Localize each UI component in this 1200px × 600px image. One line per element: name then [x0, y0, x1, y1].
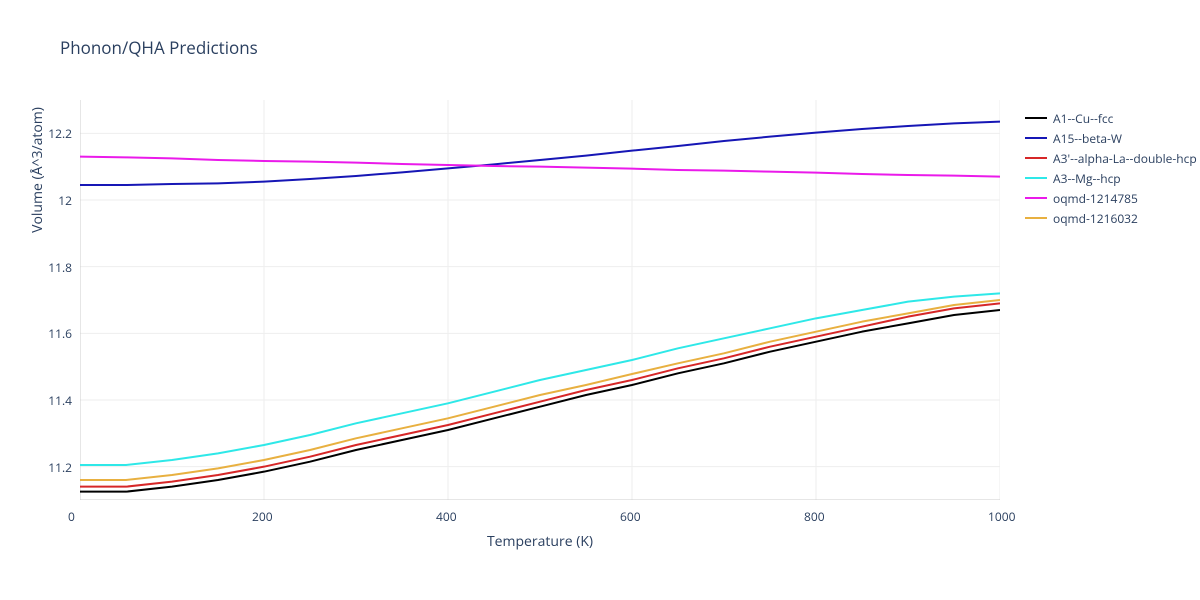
x-tick-label: 0 — [68, 508, 75, 525]
y-tick-label: 12 — [58, 192, 72, 209]
legend-swatch — [1025, 137, 1047, 139]
legend: A1--Cu--fcc A15--beta-W A3'--alpha-La--dou… — [1025, 108, 1197, 228]
y-tick-label: 11.6 — [48, 325, 72, 342]
legend-swatch — [1025, 117, 1047, 119]
x-tick-label: 800 — [804, 508, 825, 525]
legend-item[interactable]: A15--beta-W — [1025, 128, 1197, 148]
series-line[interactable] — [80, 122, 1000, 185]
legend-label: oqmd-1214785 — [1053, 190, 1138, 207]
legend-swatch — [1025, 177, 1047, 179]
y-axis-label: Volume (Å^3/atom) — [28, 0, 47, 370]
x-tick-label: 200 — [252, 508, 273, 525]
legend-item[interactable]: A3--Mg--hcp — [1025, 168, 1197, 188]
legend-item[interactable]: A3'--alpha-La--double-hcp — [1025, 148, 1197, 168]
chart-svg — [80, 100, 1000, 500]
legend-item[interactable]: A1--Cu--fcc — [1025, 108, 1197, 128]
chart-title: Phonon/QHA Predictions — [60, 36, 258, 59]
y-tick-label: 11.2 — [48, 459, 72, 476]
legend-label: A3--Mg--hcp — [1053, 170, 1121, 187]
legend-swatch — [1025, 217, 1047, 219]
x-axis-label: Temperature (K) — [80, 532, 1000, 551]
legend-swatch — [1025, 157, 1047, 159]
legend-label: A15--beta-W — [1053, 130, 1122, 147]
plot-area — [80, 100, 1000, 500]
legend-item[interactable]: oqmd-1216032 — [1025, 208, 1197, 228]
legend-swatch — [1025, 197, 1047, 199]
series-line[interactable] — [80, 293, 1000, 465]
legend-label: A3'--alpha-La--double-hcp — [1053, 150, 1197, 167]
y-tick-label: 11.4 — [48, 392, 72, 409]
y-tick-label: 11.8 — [48, 259, 72, 276]
x-tick-label: 400 — [436, 508, 457, 525]
legend-item[interactable]: oqmd-1214785 — [1025, 188, 1197, 208]
x-tick-label: 1000 — [988, 508, 1015, 525]
legend-label: A1--Cu--fcc — [1053, 110, 1113, 127]
x-tick-label: 600 — [620, 508, 641, 525]
y-tick-label: 12.2 — [48, 125, 72, 142]
legend-label: oqmd-1216032 — [1053, 210, 1138, 227]
